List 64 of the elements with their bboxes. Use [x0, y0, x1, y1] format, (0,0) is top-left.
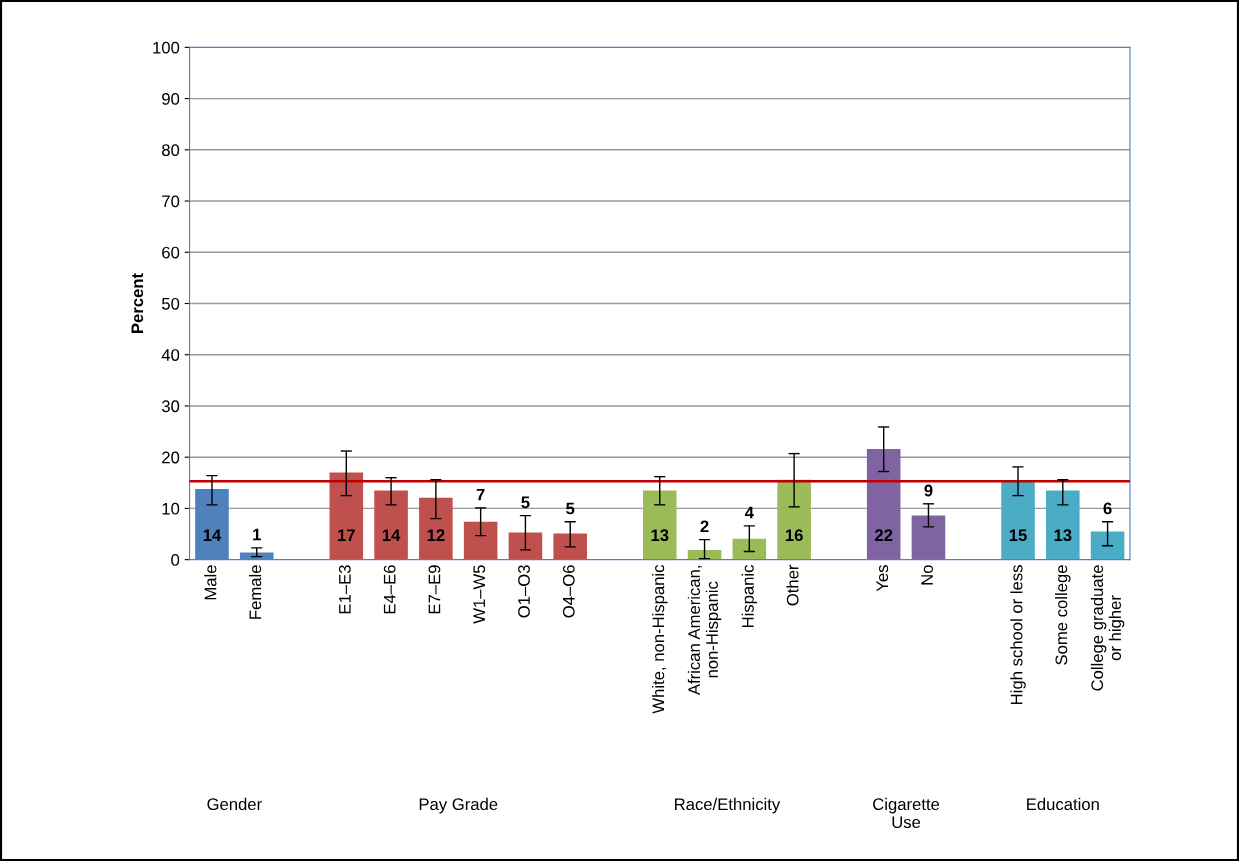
data-label: 2	[700, 520, 709, 533]
y-tick-label: 70	[162, 195, 180, 208]
data-label: 22	[874, 529, 893, 541]
y-tick-label: 90	[162, 92, 180, 105]
bar	[463, 521, 498, 560]
bar	[732, 538, 767, 560]
x-tick-label: O4–O6	[562, 565, 575, 618]
data-label: 6	[1103, 502, 1112, 515]
x-tick-label: Some college	[1055, 565, 1071, 665]
y-axis-title: Percent	[131, 273, 144, 333]
y-tick-label: 100	[153, 41, 180, 54]
x-tick-label: E1–E3	[338, 565, 351, 614]
x-tick-label: White, non-Hispanic	[652, 564, 668, 714]
x-tick-label: O1–O3	[518, 565, 530, 618]
data-label: 14	[203, 529, 222, 541]
data-label: 14	[382, 529, 401, 541]
bar	[374, 490, 408, 560]
data-label: 7	[476, 488, 485, 501]
y-tick-label: 0	[171, 554, 180, 566]
bar	[1046, 490, 1080, 560]
x-tick-label: Female	[248, 565, 262, 619]
bar	[866, 448, 901, 560]
bar	[1090, 531, 1125, 560]
bar	[642, 490, 677, 560]
data-label: 17	[338, 529, 355, 541]
data-label: 5	[521, 496, 530, 509]
text: Cigarette Use	[873, 797, 940, 829]
text: Race/Ethnicity	[675, 797, 781, 814]
bar	[911, 515, 946, 560]
bar	[508, 532, 543, 560]
bar	[1001, 480, 1035, 560]
bar	[329, 472, 364, 560]
data-label: 16	[785, 529, 803, 542]
data-label: 5	[566, 502, 575, 515]
y-tick-label: 40	[161, 349, 180, 361]
x-tick-label: Yes	[876, 565, 889, 592]
data-label: 9	[924, 484, 933, 497]
data-label: 1	[253, 528, 261, 541]
data-label: 13	[651, 529, 669, 542]
x-tick-label: Other	[786, 564, 799, 606]
data-label: 12	[427, 529, 445, 541]
y-tick-label: 50	[161, 297, 180, 310]
data-label: 15	[1009, 529, 1027, 542]
y-tick-label: 30	[161, 400, 180, 413]
x-tick-label: Male	[204, 565, 217, 600]
x-tick-label: High school or less	[1010, 565, 1026, 704]
y-tick-label: 60	[162, 246, 180, 259]
y-tick-label: 80	[162, 144, 180, 157]
x-tick-label: E7–E9	[428, 565, 441, 614]
x-tick-label: E4–E6	[383, 565, 396, 614]
y-tick-label: 20	[162, 451, 180, 464]
x-tick-label: College graduate or higher	[1090, 565, 1125, 691]
text: Gender	[207, 797, 262, 811]
y-tick-label: 10	[162, 502, 180, 515]
bar	[553, 533, 587, 560]
x-tick-label: W1–W5	[473, 565, 486, 624]
text: Education	[1027, 797, 1099, 811]
x-tick-label: Hispanic	[741, 564, 758, 628]
x-tick-label: African American, non-Hispanic	[687, 566, 722, 696]
bar	[419, 497, 453, 560]
x-tick-label: No	[921, 565, 933, 585]
data-label: 4	[744, 506, 754, 519]
data-label: 13	[1054, 529, 1072, 542]
text: Pay Grade	[419, 797, 498, 814]
